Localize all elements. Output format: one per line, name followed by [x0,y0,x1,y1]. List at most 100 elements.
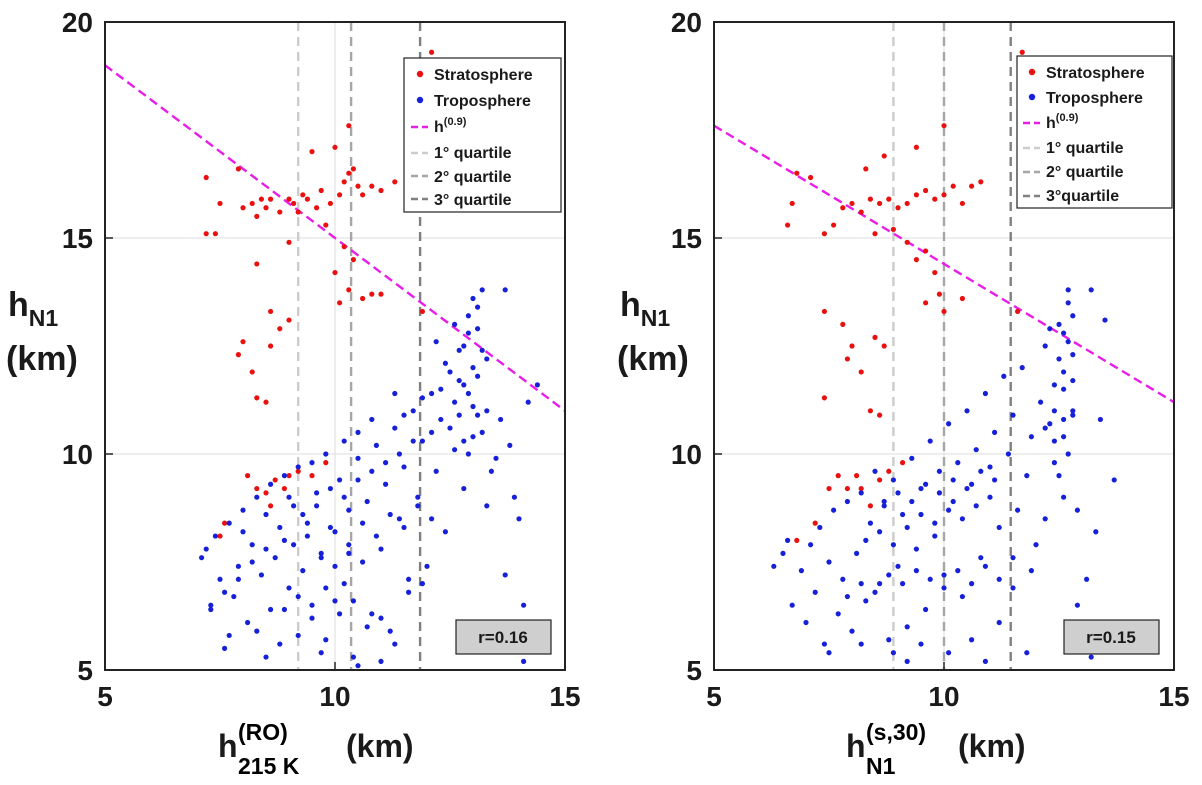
troposphere-point [226,632,232,639]
troposphere-point [387,628,393,634]
troposphere-point [511,494,517,500]
troposphere-point [918,485,924,492]
troposphere-point [341,581,347,587]
troposphere-point [401,464,407,470]
troposphere-point [996,576,1002,582]
troposphere-point [442,529,448,535]
troposphere-point [1042,516,1048,522]
troposphere-point [1033,542,1039,548]
troposphere-point [263,546,269,552]
troposphere-point [461,485,467,492]
troposphere-point [217,576,223,582]
troposphere-point [1084,576,1090,582]
troposphere-point [226,520,232,526]
troposphere-point [429,390,435,397]
troposphere-point [923,481,929,487]
troposphere-point [808,542,814,548]
stratosphere-point [350,257,356,263]
troposphere-point [410,438,416,444]
h09-reference-line [104,64,566,412]
troposphere-point [364,624,370,630]
stratosphere-point [794,537,800,544]
troposphere-point [323,585,329,591]
troposphere-point [1065,287,1071,293]
troposphere-point [1051,438,1057,444]
troposphere-point [1042,343,1048,349]
stratosphere-point [337,300,343,306]
stratosphere-point [360,192,366,198]
troposphere-point [406,576,412,582]
stratosphere-point [844,356,851,362]
x-axis-label-sub: 215 K [238,753,300,779]
correlation-box [455,619,552,655]
troposphere-point [932,520,938,526]
troposphere-point [1061,369,1067,375]
troposphere-point [923,606,929,613]
troposphere-point [438,416,444,423]
troposphere-point [946,421,952,427]
stratosphere-point [240,339,246,345]
troposphere-point [946,507,952,513]
stratosphere-point [203,174,209,181]
troposphere-point [1074,507,1080,513]
troposphere-point [295,464,301,470]
x-axis-label-unit: (km) [958,728,1026,764]
troposphere-point [369,468,375,474]
troposphere-point [452,447,458,453]
troposphere-point [295,593,301,600]
troposphere-point [447,369,453,375]
troposphere-point [872,589,878,595]
troposphere-point [812,589,818,595]
troposphere-point [373,442,379,448]
troposphere-point [318,555,324,561]
stratosphere-point [913,192,920,198]
svg-text:hN1: hN1 [620,286,670,331]
troposphere-point [484,408,490,414]
troposphere-point [419,395,425,401]
troposphere-point [378,546,384,552]
stratosphere-point [203,231,209,237]
troposphere-point [475,412,481,418]
troposphere-point [475,304,481,310]
stratosphere-point [240,205,246,211]
x-tick-label: 15 [549,681,580,712]
troposphere-point [969,637,975,643]
troposphere-point [1028,568,1034,574]
troposphere-point [268,606,274,613]
stratosphere-point [831,222,837,228]
stratosphere-point [877,200,883,207]
troposphere-point [831,507,837,513]
troposphere-point [406,589,412,595]
troposphere-point [364,498,370,505]
troposphere-point [1088,287,1094,293]
troposphere-point [281,537,287,544]
troposphere-point [419,438,425,444]
troposphere-point [964,485,970,492]
troposphere-point [291,503,297,509]
stratosphere-point [840,321,846,327]
troposphere-point [1015,507,1021,513]
legend-quartile3-label: 3°quartile [1046,188,1119,205]
troposphere-point [525,399,531,405]
troposphere-point [1005,451,1012,457]
troposphere-point [309,615,315,621]
troposphere-point [1047,421,1053,427]
legend-quartile3-label: 3° quartile [434,192,512,209]
troposphere-point [886,637,892,643]
troposphere-point [360,520,366,526]
stratosphere-point [350,166,356,172]
stratosphere-point [268,196,274,202]
troposphere-point [904,624,910,630]
troposphere-point [1070,408,1076,414]
legend-stratosphere-marker [416,70,424,78]
stratosphere-point [785,222,791,228]
troposphere-point [355,477,361,483]
troposphere-point [318,650,324,656]
correlation-box [1063,619,1160,655]
troposphere-point [973,447,979,453]
troposphere-point [909,455,915,461]
troposphere-point [475,373,481,379]
troposphere-point [992,429,998,435]
troposphere-point [355,663,361,669]
stratosphere-point [923,187,929,194]
